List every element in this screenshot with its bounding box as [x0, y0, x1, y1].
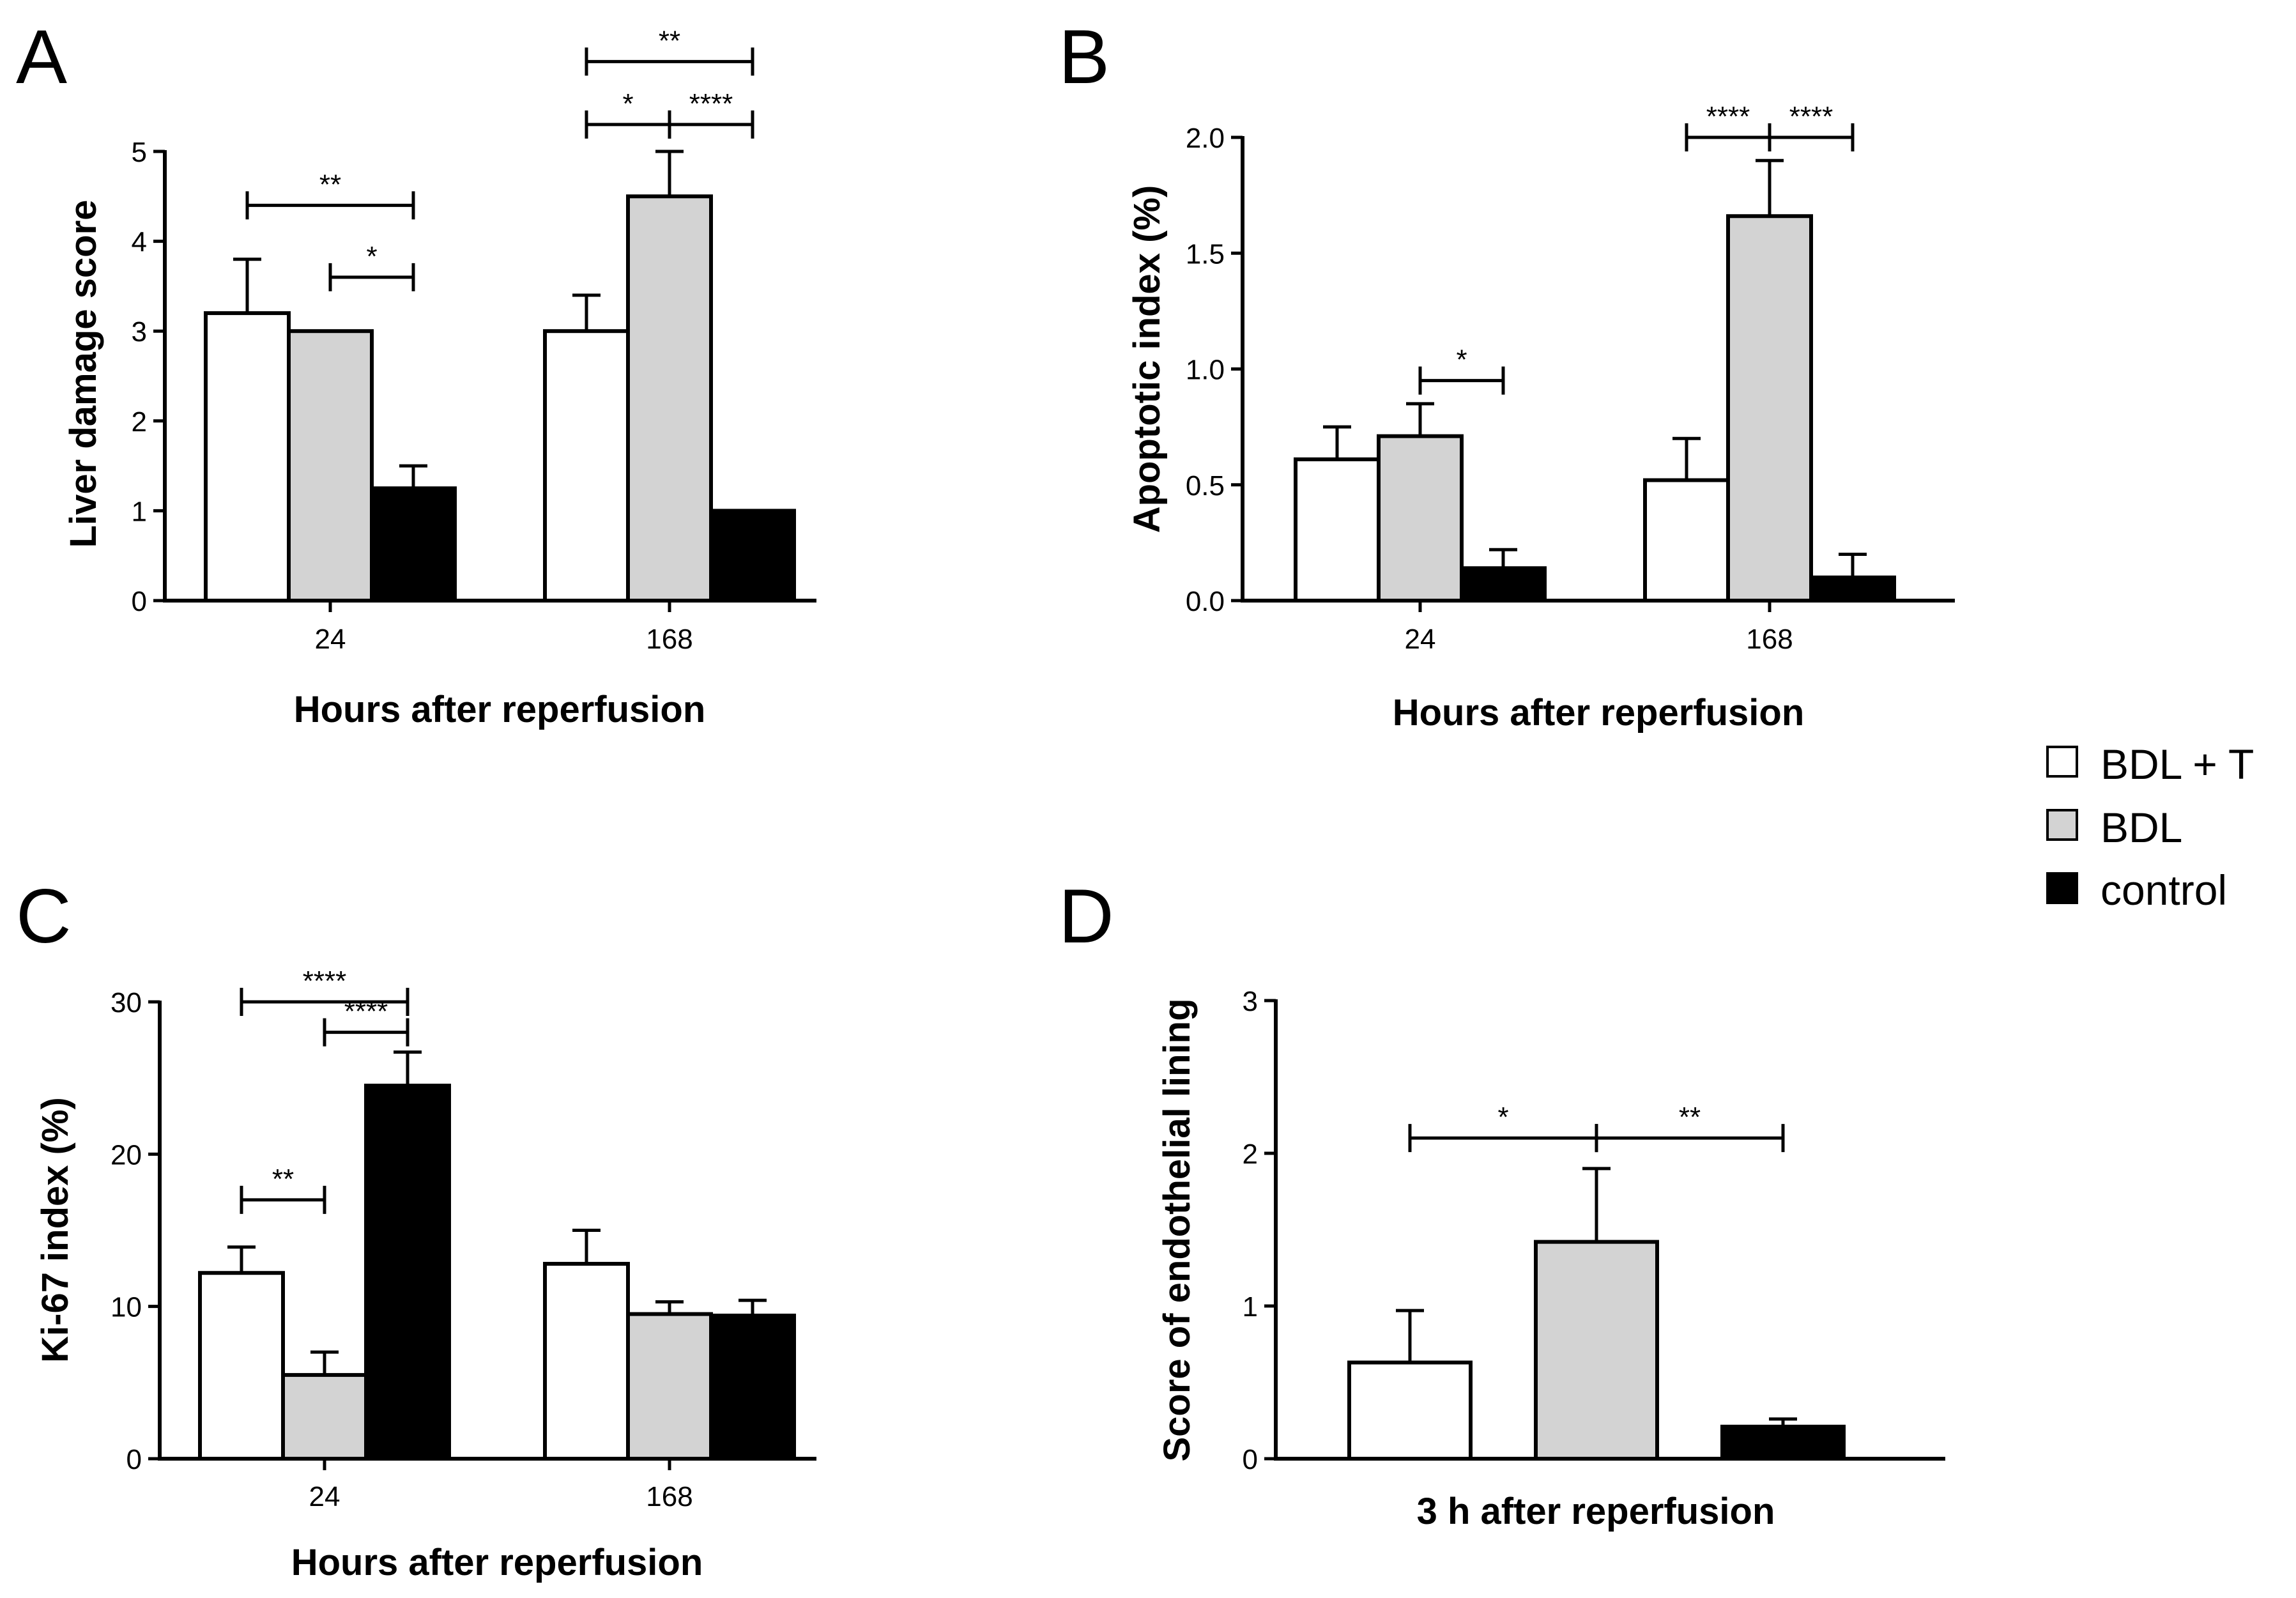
significance-label: ****	[689, 88, 733, 119]
x-tick-label: 24	[1405, 624, 1436, 655]
y-tick-label: 10	[111, 1292, 142, 1323]
x-tick-label: 168	[1746, 624, 1793, 655]
significance-label: **	[659, 25, 680, 56]
y-tick-label: 1.0	[1186, 355, 1225, 386]
panel-a-label: A	[16, 14, 67, 100]
panel-d-significance: * **	[1408, 1102, 1785, 1153]
significance-label: *	[1497, 1102, 1508, 1133]
legend-swatch-bdl	[2046, 809, 2078, 841]
y-tick-label: 0.5	[1186, 470, 1225, 502]
panel-d-axes: 0 1 2 3	[1243, 986, 1945, 1475]
panel-d-bars	[1347, 1167, 1846, 1461]
significance-label: **	[319, 169, 341, 200]
significance-label: *	[622, 88, 633, 119]
y-tick-label: 2.0	[1186, 123, 1225, 154]
panel-d-xlabel: 3 h after reperfusion	[1417, 1491, 1775, 1532]
significance-label: *	[1456, 344, 1467, 376]
panel-b-axes: 0.0 0.5 1.0 1.5 2.0 24 168	[1186, 123, 1955, 655]
bar-bdl-168	[1726, 214, 1813, 603]
bar-bdl-t-168	[1643, 478, 1730, 603]
bar-control-168	[1809, 575, 1896, 603]
panel-c-label: C	[16, 873, 72, 959]
panel-c-axes: 0 10 20 30 24 168	[111, 987, 816, 1512]
bar-bdl-t-24	[204, 311, 291, 603]
panel-b-xlabel: Hours after reperfusion	[1393, 692, 1805, 734]
y-tick-label: 20	[111, 1139, 142, 1171]
legend-label-bdl-t: BDL + T	[2101, 741, 2254, 788]
y-tick-label: 1	[132, 496, 147, 527]
bar-bdl-168	[626, 194, 713, 603]
x-tick-label: 24	[309, 1481, 341, 1512]
bar-bdl-24	[287, 329, 374, 603]
significance-label: *	[366, 241, 377, 272]
panel-d-ylabel: Score of endothelial lining	[1156, 998, 1198, 1461]
bar-bdl-t-168	[543, 329, 630, 603]
legend-label-bdl: BDL	[2101, 804, 2182, 851]
panel-b-ylabel: Apoptotic index (%)	[1126, 185, 1168, 534]
y-tick-label: 3	[132, 316, 147, 348]
y-tick-label: 1.5	[1186, 238, 1225, 270]
panel-b-bars	[1294, 158, 1896, 603]
bar-control-168	[709, 509, 796, 603]
bar-control-168	[709, 1313, 796, 1461]
bar-bdl-t-group	[1347, 1360, 1473, 1461]
y-tick-label: 0.0	[1186, 586, 1225, 617]
panel-b-significance: ***** ****	[1418, 101, 1855, 395]
y-tick-label: 30	[111, 987, 142, 1018]
bar-control-24	[364, 1084, 451, 1461]
x-tick-label: 168	[646, 624, 693, 655]
x-tick-label: 24	[315, 624, 346, 655]
bar-bdl-t-168	[543, 1261, 630, 1461]
panel-c-significance: **********	[240, 965, 409, 1214]
bar-bdl-24	[1377, 434, 1464, 603]
y-tick-label: 0	[126, 1444, 142, 1475]
bar-bdl-24	[281, 1372, 368, 1461]
panel-c-bars	[198, 1050, 796, 1461]
y-tick-label: 0	[1243, 1444, 1258, 1475]
significance-label: ****	[303, 965, 347, 997]
bar-control-24	[370, 486, 457, 603]
panel-b: B 0.00.51.01.52.024 168 ***** **** Apoptot…	[1059, 14, 1955, 734]
bar-control-24	[1460, 566, 1547, 603]
y-tick-label: 0	[132, 586, 147, 617]
legend-swatch-control	[2046, 872, 2078, 904]
bar-bdl-t-24	[1294, 457, 1381, 603]
panel-b-label: B	[1059, 14, 1110, 100]
bar-bdl-group	[1534, 1240, 1659, 1461]
y-tick-label: 5	[132, 137, 147, 168]
y-tick-label: 1	[1243, 1291, 1258, 1323]
significance-label: ****	[1789, 101, 1833, 132]
legend-swatch-bdl-t	[2046, 746, 2078, 778]
significance-label: **	[272, 1164, 294, 1195]
y-tick-label: 2	[1243, 1139, 1258, 1170]
x-tick-label: 168	[646, 1481, 693, 1512]
panel-a-bars	[204, 150, 796, 603]
bar-bdl-168	[626, 1312, 713, 1461]
significance-label: **	[1679, 1102, 1701, 1133]
panel-a-significance: ****** ****	[245, 25, 754, 291]
panel-c-xlabel: Hours after reperfusion	[291, 1542, 703, 1583]
legend: BDL + T BDL control	[2046, 741, 2254, 914]
panel-a-xlabel: Hours after reperfusion	[294, 689, 706, 730]
y-tick-label: 3	[1243, 986, 1258, 1017]
panel-a-axes: 0 1 2 3 4 5 24 168	[132, 137, 816, 655]
panel-c-ylabel: Ki-67 index (%)	[34, 1097, 76, 1363]
panel-a-ylabel: Liver damage score	[63, 200, 104, 548]
bar-bdl-t-24	[198, 1271, 285, 1461]
y-tick-label: 2	[132, 406, 147, 438]
panel-d-label: D	[1059, 873, 1114, 959]
significance-label: ****	[1706, 101, 1750, 132]
legend-label-control: control	[2101, 866, 2227, 914]
significance-label: ****	[344, 996, 388, 1027]
y-tick-label: 4	[132, 227, 147, 258]
bar-control-group	[1720, 1424, 1846, 1461]
